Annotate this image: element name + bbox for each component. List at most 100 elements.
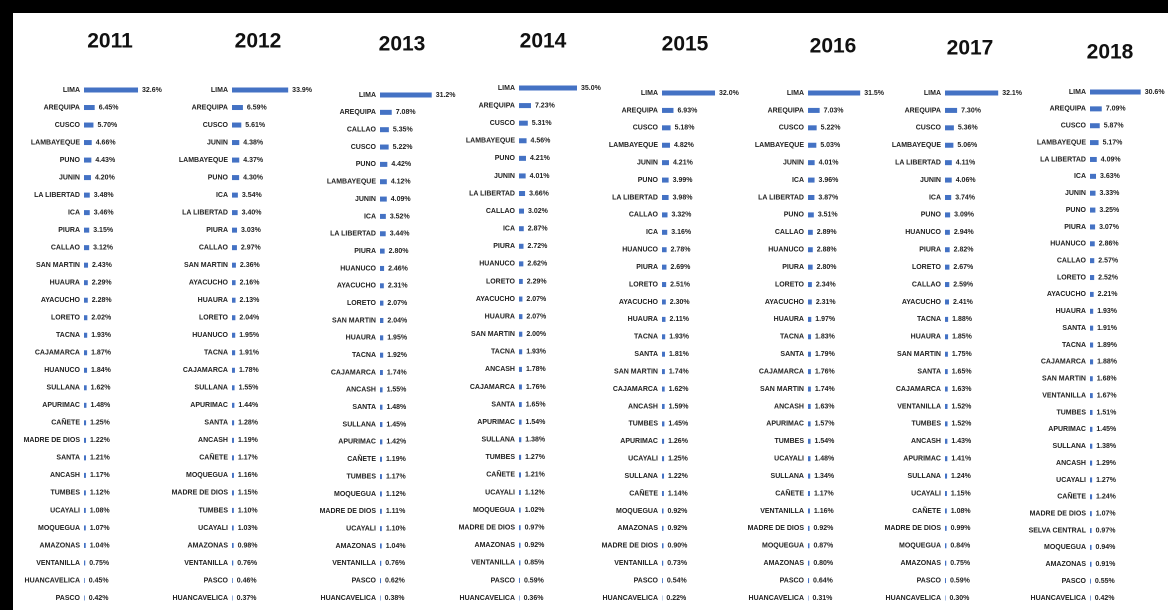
bar [84, 332, 88, 338]
category-label: HUAURA [485, 313, 515, 320]
bar [232, 280, 236, 286]
bar [380, 352, 384, 358]
category-label: LA LIBERTAD [330, 231, 376, 238]
bar [232, 507, 234, 513]
category-label: AYACUCHO [476, 296, 516, 303]
bar [945, 403, 948, 409]
category-label: MADRE DE DIOS [602, 543, 659, 550]
value-label: 1.45% [386, 421, 407, 428]
value-label: 1.16% [238, 472, 259, 479]
bar [519, 278, 523, 284]
category-label: PIURA [58, 227, 80, 234]
value-label: 2.31% [388, 283, 409, 290]
value-label: 1.91% [1097, 325, 1118, 332]
bar [519, 296, 523, 302]
chart-title: 2011 [87, 30, 133, 53]
category-label: CAÑETE [629, 488, 658, 497]
value-label: 1.78% [526, 366, 547, 373]
category-label: PIURA [782, 264, 804, 271]
bar [808, 403, 811, 409]
value-label: 3.66% [529, 190, 550, 197]
value-label: 2.67% [953, 264, 974, 271]
value-label: 2.04% [387, 317, 408, 324]
value-label: 1.41% [951, 456, 972, 463]
category-label: LA LIBERTAD [612, 194, 658, 201]
value-label: 0.31% [813, 595, 834, 602]
value-label: 1.67% [1097, 392, 1118, 399]
category-label: CAJAMARCA [1041, 359, 1086, 366]
category-label: AYACUCHO [1047, 291, 1087, 298]
bar [232, 140, 240, 146]
value-label: 31.2% [436, 92, 457, 99]
bar [1090, 561, 1092, 567]
bar [662, 369, 665, 375]
category-label: CUSCO [1061, 123, 1087, 130]
value-label: 1.17% [238, 455, 259, 462]
category-label: SAN MARTIN [36, 262, 80, 269]
category-label: ANCASH [1056, 460, 1086, 467]
bar [1090, 460, 1093, 466]
bar [519, 173, 526, 179]
category-label: ANCASH [346, 387, 376, 394]
bar [380, 213, 386, 219]
value-label: 3.51% [818, 212, 839, 219]
category-label: LA LIBERTAD [182, 209, 228, 216]
category-label: AMAZONAS [1046, 561, 1087, 568]
value-label: 4.09% [391, 196, 412, 203]
category-label: UCAYALI [1056, 477, 1086, 484]
bar [380, 127, 389, 133]
bar [1090, 376, 1093, 382]
value-label: 1.24% [951, 473, 972, 480]
value-label: 0.76% [385, 560, 406, 567]
value-label: 1.93% [669, 334, 690, 341]
value-label: 3.98% [673, 194, 694, 201]
bar [945, 142, 954, 148]
bar [808, 508, 810, 514]
bar [380, 439, 383, 445]
bar [1090, 511, 1092, 517]
category-label: LA LIBERTAD [1040, 156, 1086, 163]
category-label: HUANCAVELICA [749, 595, 804, 602]
bar [519, 261, 524, 267]
category-label: SAN MARTIN [332, 317, 376, 324]
value-label: 1.45% [1096, 426, 1117, 433]
category-label: AREQUIPA [622, 107, 658, 114]
category-label: SAN MARTIN [471, 331, 515, 338]
category-label: TUMBES [198, 507, 228, 514]
category-label: MOQUEGUA [762, 543, 804, 550]
bar [380, 543, 382, 549]
bar [808, 212, 814, 218]
value-label: 1.45% [668, 421, 689, 428]
category-label: ANCASH [911, 438, 941, 445]
category-label: MADRE DE DIOS [24, 437, 81, 444]
value-label: 1.17% [814, 490, 835, 497]
value-label: 0.59% [524, 577, 545, 584]
value-label: 1.08% [951, 508, 972, 515]
category-label: HUANCAVELICA [460, 595, 515, 602]
category-label: HUANUCO [192, 332, 228, 339]
category-label: ANCASH [50, 472, 80, 479]
bar [519, 402, 522, 408]
category-label: SULLANA [47, 385, 80, 392]
bar [380, 179, 387, 185]
value-label: 1.29% [1096, 460, 1117, 467]
category-label: CUSCO [490, 120, 516, 127]
bar [1090, 190, 1096, 196]
value-label: 2.00% [526, 331, 547, 338]
category-label: UCAYALI [628, 456, 658, 463]
value-label: 5.61% [245, 122, 266, 129]
value-label: 2.07% [526, 313, 547, 320]
category-label: UCAYALI [911, 490, 941, 497]
chart-title: 2013 [379, 33, 426, 56]
bar [519, 525, 521, 531]
bar [1090, 477, 1093, 483]
bar [808, 456, 811, 462]
bar [380, 560, 382, 566]
category-label: SANTA [491, 401, 515, 408]
category-label: PIURA [354, 248, 376, 255]
bar [84, 280, 88, 286]
bar [808, 177, 815, 183]
category-label: SULLANA [343, 421, 376, 428]
bar [519, 560, 521, 566]
